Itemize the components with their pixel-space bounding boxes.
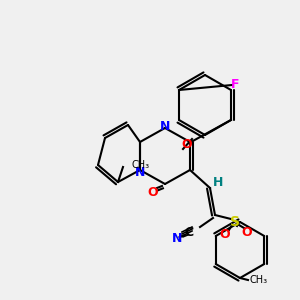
Text: O: O (148, 185, 158, 199)
Text: F: F (231, 79, 239, 92)
Text: N: N (160, 119, 170, 133)
Text: C: C (184, 226, 194, 239)
Text: S: S (230, 215, 240, 229)
Text: CH₃: CH₃ (250, 275, 268, 285)
Text: CH₃: CH₃ (131, 160, 149, 170)
Text: N: N (172, 232, 182, 244)
Text: H: H (213, 176, 223, 190)
Text: N: N (135, 166, 145, 178)
Text: O: O (220, 227, 230, 241)
Text: O: O (182, 139, 192, 152)
Text: O: O (242, 226, 252, 238)
